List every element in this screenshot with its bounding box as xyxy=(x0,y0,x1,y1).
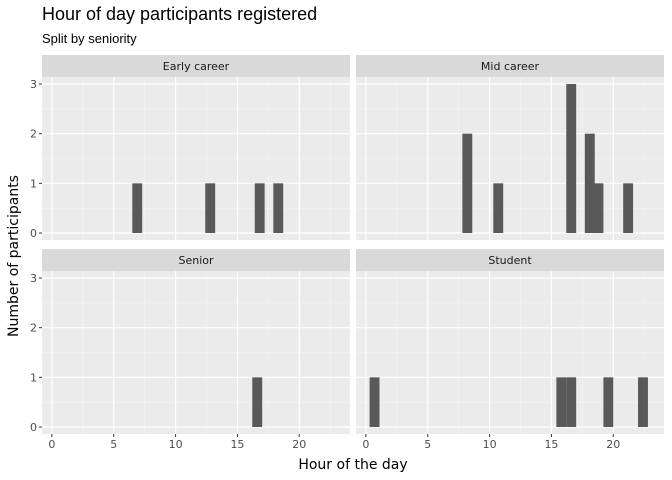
y-tick-label: 1 xyxy=(30,177,37,190)
x-tick-label: 0 xyxy=(48,438,55,451)
panel-senior: Senior 0 1 2 3 0 5 10 15 20 xyxy=(30,249,350,451)
x-tick-label: 15 xyxy=(230,438,244,451)
x-tick-label: 0 xyxy=(362,438,369,451)
y-tick-label: 1 xyxy=(30,371,37,384)
strip-label-early-career: Early career xyxy=(163,60,230,73)
y-tick-label: 3 xyxy=(30,78,37,91)
bar-mid-career xyxy=(493,183,504,233)
x-tick-label: 5 xyxy=(424,438,431,451)
x-tick-label: 20 xyxy=(606,438,620,451)
x-tick-label: 10 xyxy=(169,438,183,451)
bar-mid-career xyxy=(566,84,577,233)
bar-student xyxy=(556,377,567,427)
bar-mid-career xyxy=(623,183,634,233)
bar-student xyxy=(638,377,648,427)
chart-subtitle: Split by seniority xyxy=(42,31,137,46)
bar-early-career xyxy=(205,183,216,233)
bar-senior xyxy=(252,377,263,427)
bar-student xyxy=(566,377,577,427)
panel-student: Student 0 5 10 15 20 xyxy=(356,249,664,451)
y-tick-label: 2 xyxy=(30,128,37,141)
bar-early-career xyxy=(254,183,265,233)
panel-mid-career: Mid career xyxy=(356,55,664,240)
y-tick-label: 2 xyxy=(30,322,37,335)
y-tick-label: 0 xyxy=(30,421,37,434)
panel-early-career: Early career 0 1 2 3 xyxy=(30,55,350,240)
x-tick-label: 10 xyxy=(483,438,497,451)
y-tick-label: 3 xyxy=(30,272,37,285)
strip-label-senior: Senior xyxy=(178,254,214,267)
bar-mid-career xyxy=(584,133,595,233)
bar-mid-career xyxy=(593,183,604,233)
strip-mid-career xyxy=(356,55,664,77)
y-axis-label: Number of participants xyxy=(6,175,22,337)
x-tick-label: 20 xyxy=(292,438,306,451)
x-axis-label: Hour of the day xyxy=(298,457,407,473)
strip-student xyxy=(356,249,664,271)
bar-early-career xyxy=(132,183,143,233)
x-tick-label: 5 xyxy=(110,438,117,451)
chart-title: Hour of day participants registered xyxy=(42,4,318,24)
strip-senior xyxy=(42,249,350,271)
bar-student xyxy=(603,377,614,427)
y-tick-label: 0 xyxy=(30,227,37,240)
panels-layer: Early career 0 1 2 3 Mid career Senior 0 1 2 3 0 5 10… xyxy=(30,55,664,451)
bar-mid-career xyxy=(462,133,473,233)
strip-early-career xyxy=(42,55,350,77)
bar-early-career xyxy=(273,183,284,233)
strip-label-student: Student xyxy=(488,254,532,267)
bar-student xyxy=(369,377,380,427)
strip-label-mid-career: Mid career xyxy=(481,60,540,73)
x-tick-label: 15 xyxy=(544,438,558,451)
